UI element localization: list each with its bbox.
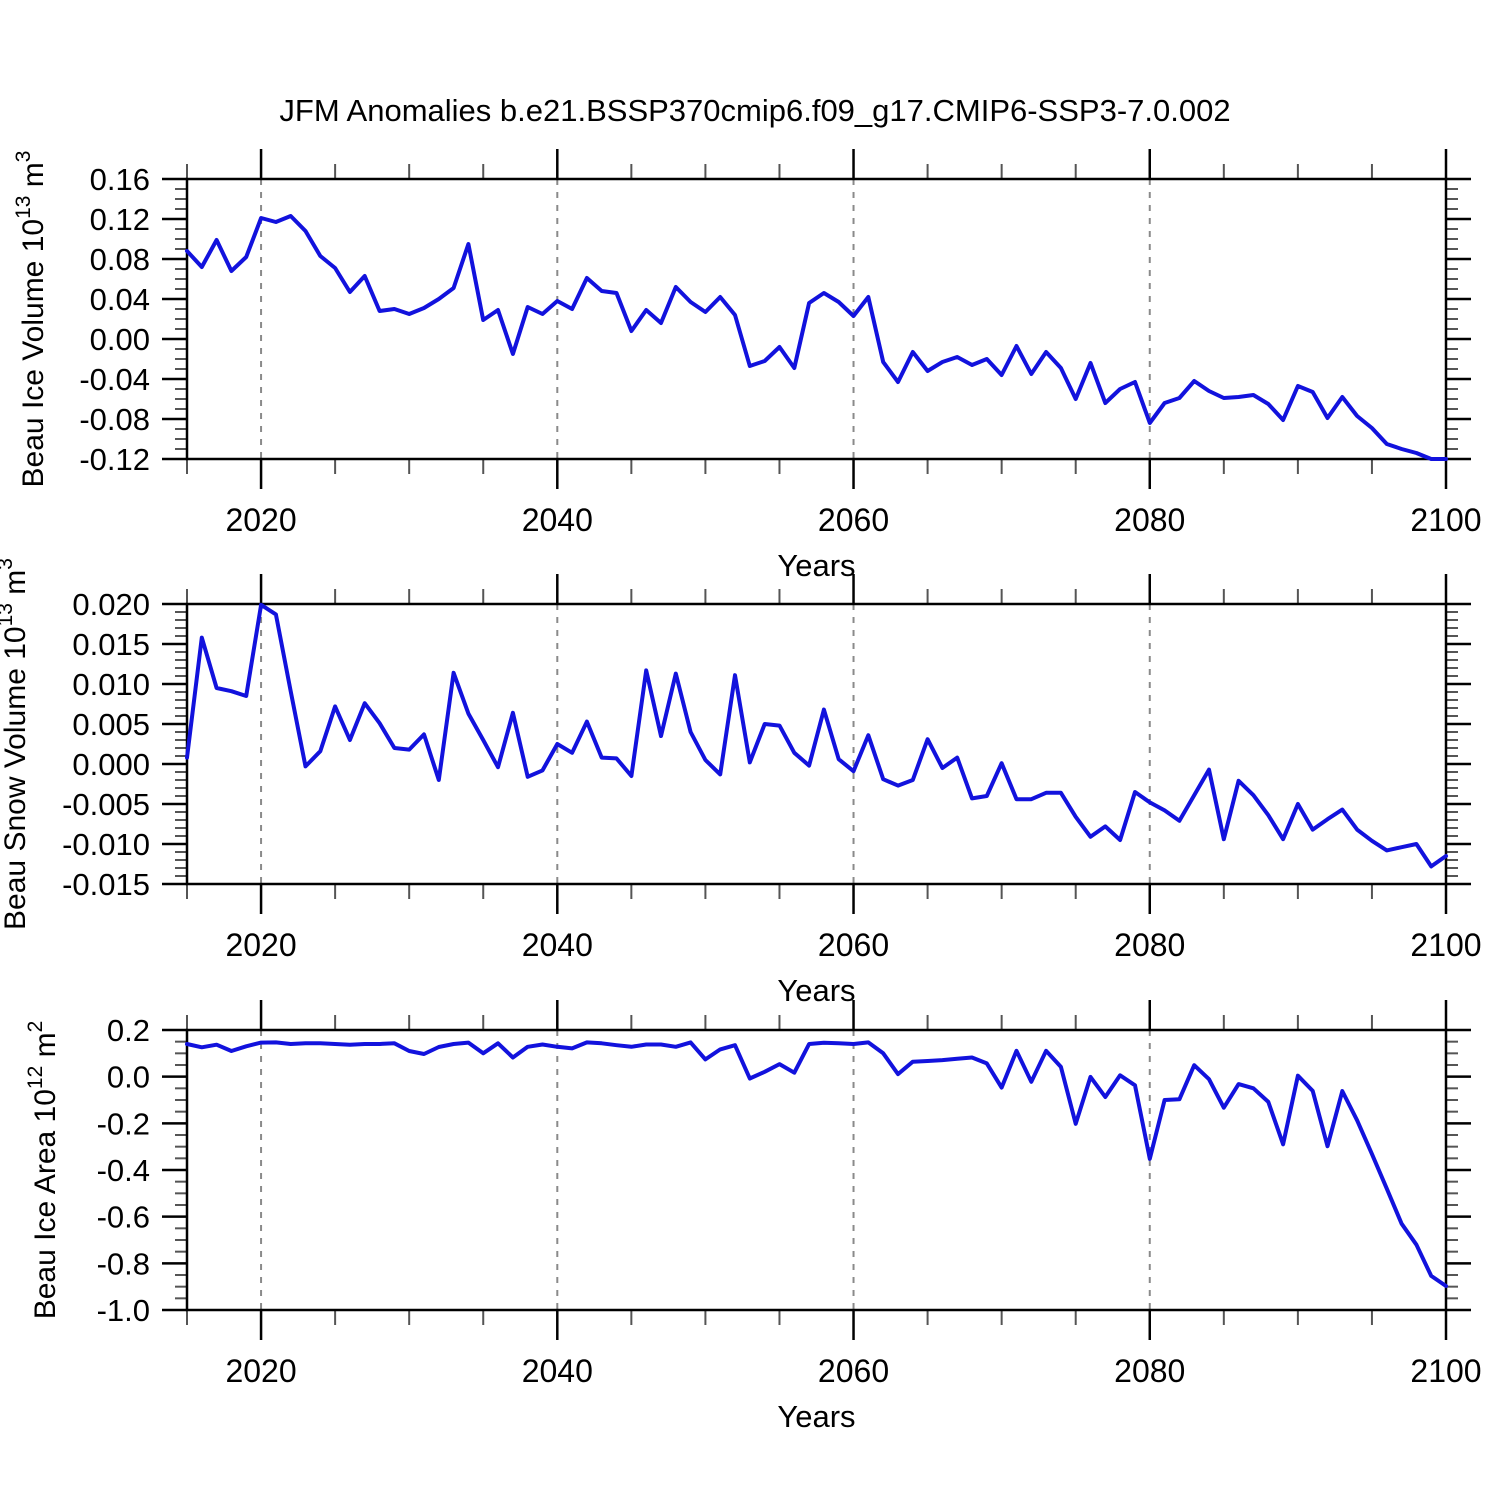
beau-snow-volume-xtick-label: 2100 <box>1410 927 1481 963</box>
beau-snow-volume-ytick-label: -0.015 <box>62 867 150 902</box>
beau-snow-volume-xtick-label: 2080 <box>1114 927 1185 963</box>
beau-snow-volume-ytick-label: 0.015 <box>72 627 150 662</box>
beau-snow-volume-series-line <box>185 602 1448 869</box>
beau-ice-volume-ytick-label: 0.16 <box>90 162 150 197</box>
beau-snow-volume-ytick-label: -0.005 <box>62 787 150 822</box>
beau-ice-area-ytick-label: -1.0 <box>97 1293 150 1328</box>
beau-snow-volume-ytick-label: -0.010 <box>62 827 150 862</box>
beau-snow-volume-panel: 0.020 0.015 0.010 0.005 0.000 -0.005 -0.010 -0.… <box>0 558 1482 1008</box>
beau-snow-volume-ytick-label: 0.000 <box>72 747 150 782</box>
beau-ice-area-ytick-label: -0.2 <box>97 1106 150 1141</box>
beau-ice-volume-xtick-label: 2020 <box>225 502 296 538</box>
beau-ice-volume-series-line <box>185 214 1448 461</box>
beau-snow-volume-yaxis-title: Beau Snow Volume 1013 m3 <box>0 558 32 930</box>
beau-snow-volume-ytick-label: 0.010 <box>72 667 150 702</box>
beau-snow-volume-xtick-label: 2060 <box>818 927 889 963</box>
beau-ice-volume-ytick-label: 0.04 <box>90 282 150 317</box>
beau-ice-area-xtick-label: 2060 <box>818 1353 889 1389</box>
beau-snow-volume-xaxis-title: Years <box>777 973 855 1008</box>
beau-ice-area-xtick-label: 2080 <box>1114 1353 1185 1389</box>
beau-ice-volume-ytick-label: -0.12 <box>79 442 150 477</box>
beau-ice-area-ytick-label: -0.8 <box>97 1246 150 1281</box>
beau-ice-volume-panel: 0.16 0.12 0.08 0.04 0.00 -0.04 -0.08 -0.12 2020 2… <box>12 149 1482 583</box>
beau-ice-volume-yaxis-title: Beau Ice Volume 1013 m3 <box>12 151 50 488</box>
beau-ice-area-yaxis-title: Beau Ice Area 1012 m2 <box>24 1021 62 1320</box>
chart-title: JFM Anomalies b.e21.BSSP370cmip6.f09_g17… <box>279 93 1230 128</box>
beau-ice-area-ytick-label: 0.0 <box>107 1060 150 1095</box>
beau-snow-volume-ytick-label: 0.005 <box>72 707 150 742</box>
beau-ice-area-xtick-label: 2100 <box>1410 1353 1481 1389</box>
beau-ice-volume-xtick-label: 2060 <box>818 502 889 538</box>
beau-ice-volume-xtick-label: 2080 <box>1114 502 1185 538</box>
beau-ice-area-xaxis-title: Years <box>777 1399 855 1434</box>
beau-ice-volume-ytick-label: 0.00 <box>90 322 150 357</box>
beau-ice-area-frame <box>185 1028 1448 1312</box>
beau-ice-area-panel: 0.2 0.0 -0.2 -0.4 -0.6 -0.8 -1.0 2020 2040 2060 20… <box>24 1000 1482 1434</box>
beau-ice-area-ytick-label: -0.4 <box>97 1153 150 1188</box>
beau-snow-volume-xtick-label: 2020 <box>225 927 296 963</box>
beau-ice-volume-ytick-label: -0.08 <box>79 402 150 437</box>
beau-ice-volume-xtick-label: 2100 <box>1410 502 1481 538</box>
beau-ice-volume-ytick-label: 0.08 <box>90 242 150 277</box>
beau-ice-volume-xtick-label: 2040 <box>522 502 593 538</box>
beau-snow-volume-xtick-label: 2040 <box>522 927 593 963</box>
beau-ice-area-ytick-label: -0.6 <box>97 1200 150 1235</box>
beau-ice-volume-ytick-label: 0.12 <box>90 202 150 237</box>
beau-ice-area-series-line <box>185 1040 1448 1288</box>
chart-panels: 0.16 0.12 0.08 0.04 0.00 -0.04 -0.08 -0.12 2020 2… <box>0 149 1482 1434</box>
beau-ice-volume-frame <box>185 177 1448 461</box>
beau-snow-volume-ytick-label: 0.020 <box>72 587 150 622</box>
beau-ice-area-xtick-label: 2040 <box>522 1353 593 1389</box>
beau-ice-volume-ytick-label: -0.04 <box>79 362 150 397</box>
beau-ice-area-ytick-label: 0.2 <box>107 1013 150 1048</box>
beau-ice-area-xtick-label: 2020 <box>225 1353 296 1389</box>
beau-ice-volume-xaxis-title: Years <box>777 548 855 583</box>
